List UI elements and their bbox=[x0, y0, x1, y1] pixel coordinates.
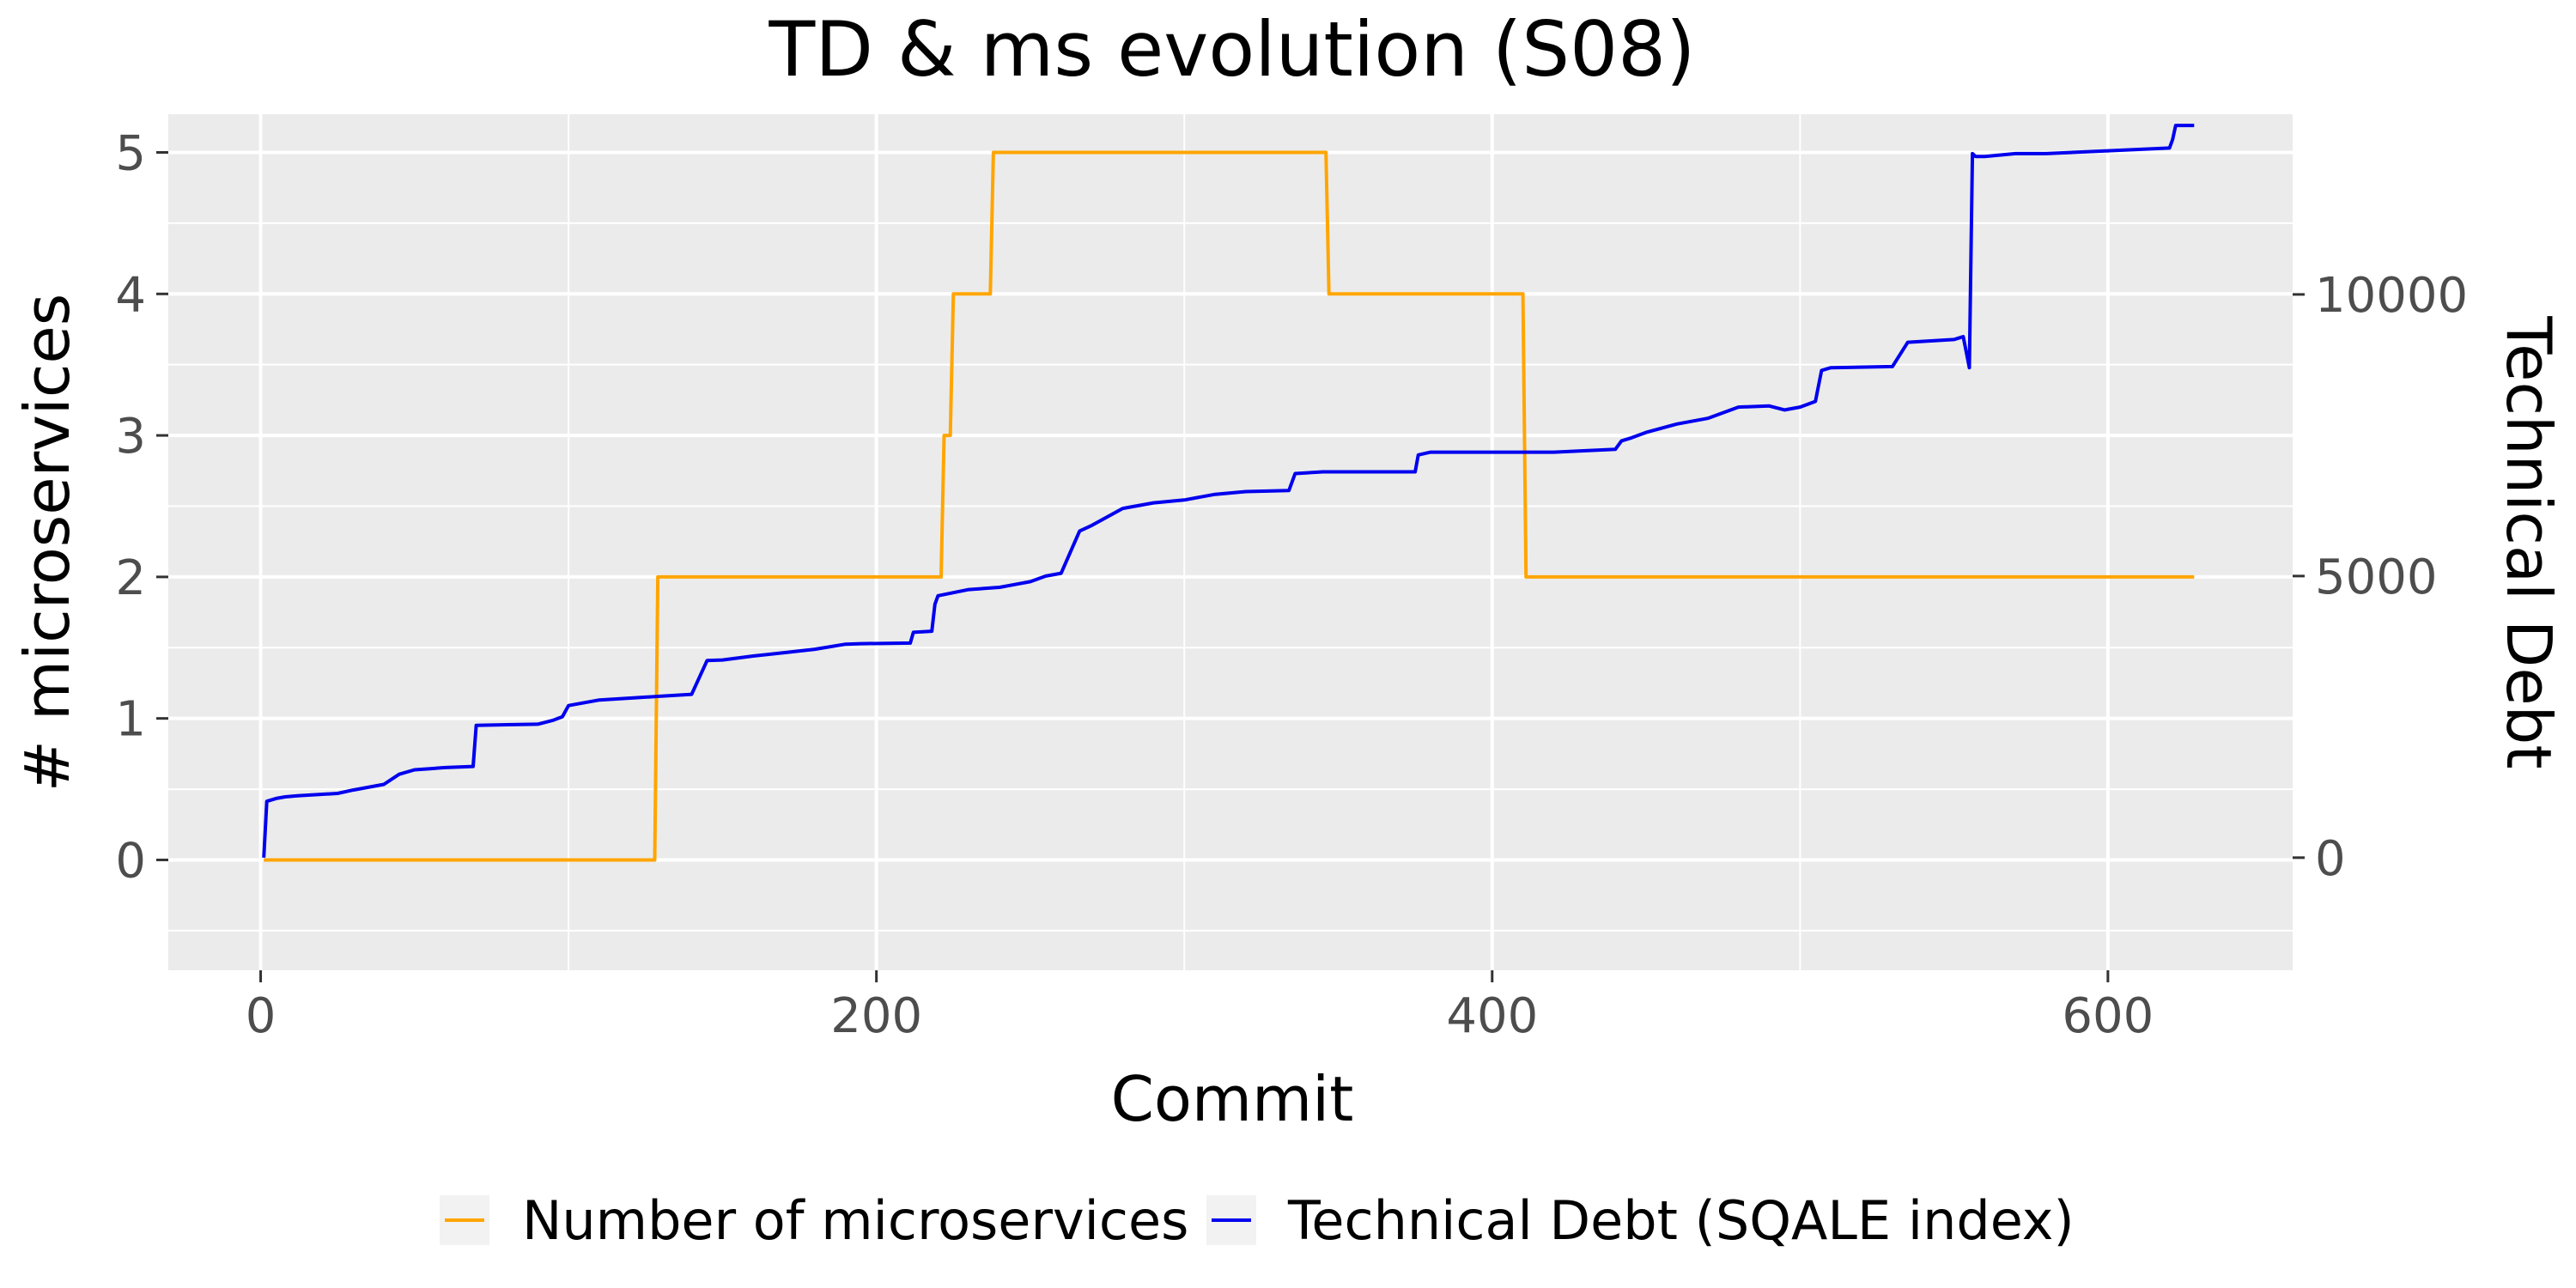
x-tick-label: 400 bbox=[1446, 988, 1538, 1044]
x-axis-ticks: 0 200 400 600 bbox=[246, 970, 2154, 1044]
y-left-tick-label: 0 bbox=[115, 833, 146, 889]
y-left-axis-ticks: 0 1 2 3 4 5 bbox=[115, 125, 168, 889]
y-right-axis-title: Technical Debt bbox=[2493, 315, 2565, 769]
y-left-tick-label: 3 bbox=[115, 409, 146, 465]
grid-major bbox=[168, 114, 2293, 970]
x-axis-title: Commit bbox=[1111, 1063, 1354, 1135]
y-right-tick-label: 10000 bbox=[2315, 268, 2468, 324]
legend-label-number-of-microservices: Number of microservices bbox=[522, 1189, 1188, 1252]
x-tick-label: 600 bbox=[2062, 988, 2154, 1044]
plot-panel bbox=[168, 114, 2293, 970]
y-left-axis-title: # microservices bbox=[11, 294, 83, 792]
series-line-technical-debt bbox=[262, 124, 2195, 858]
y-right-tick-label: 5000 bbox=[2315, 550, 2438, 605]
y-right-axis-ticks: 0 5000 10000 bbox=[2293, 268, 2468, 887]
x-tick-label: 200 bbox=[830, 988, 922, 1044]
series-layer bbox=[262, 124, 2195, 862]
y-right-tick-label: 0 bbox=[2315, 831, 2346, 887]
series-line-number-of-microservices bbox=[264, 150, 2195, 862]
x-tick-label: 0 bbox=[246, 988, 276, 1044]
y-left-tick-label: 5 bbox=[115, 125, 146, 181]
legend-label-technical-debt: Technical Debt (SQALE index) bbox=[1287, 1189, 2075, 1252]
legend: Number of microservices Technical Debt (… bbox=[440, 1189, 2075, 1252]
y-left-tick-label: 4 bbox=[115, 267, 146, 323]
chart-title: TD & ms evolution (S08) bbox=[769, 5, 1696, 94]
y-left-tick-label: 2 bbox=[115, 550, 146, 606]
y-left-tick-label: 1 bbox=[115, 692, 146, 748]
grid-minor bbox=[168, 114, 2293, 970]
